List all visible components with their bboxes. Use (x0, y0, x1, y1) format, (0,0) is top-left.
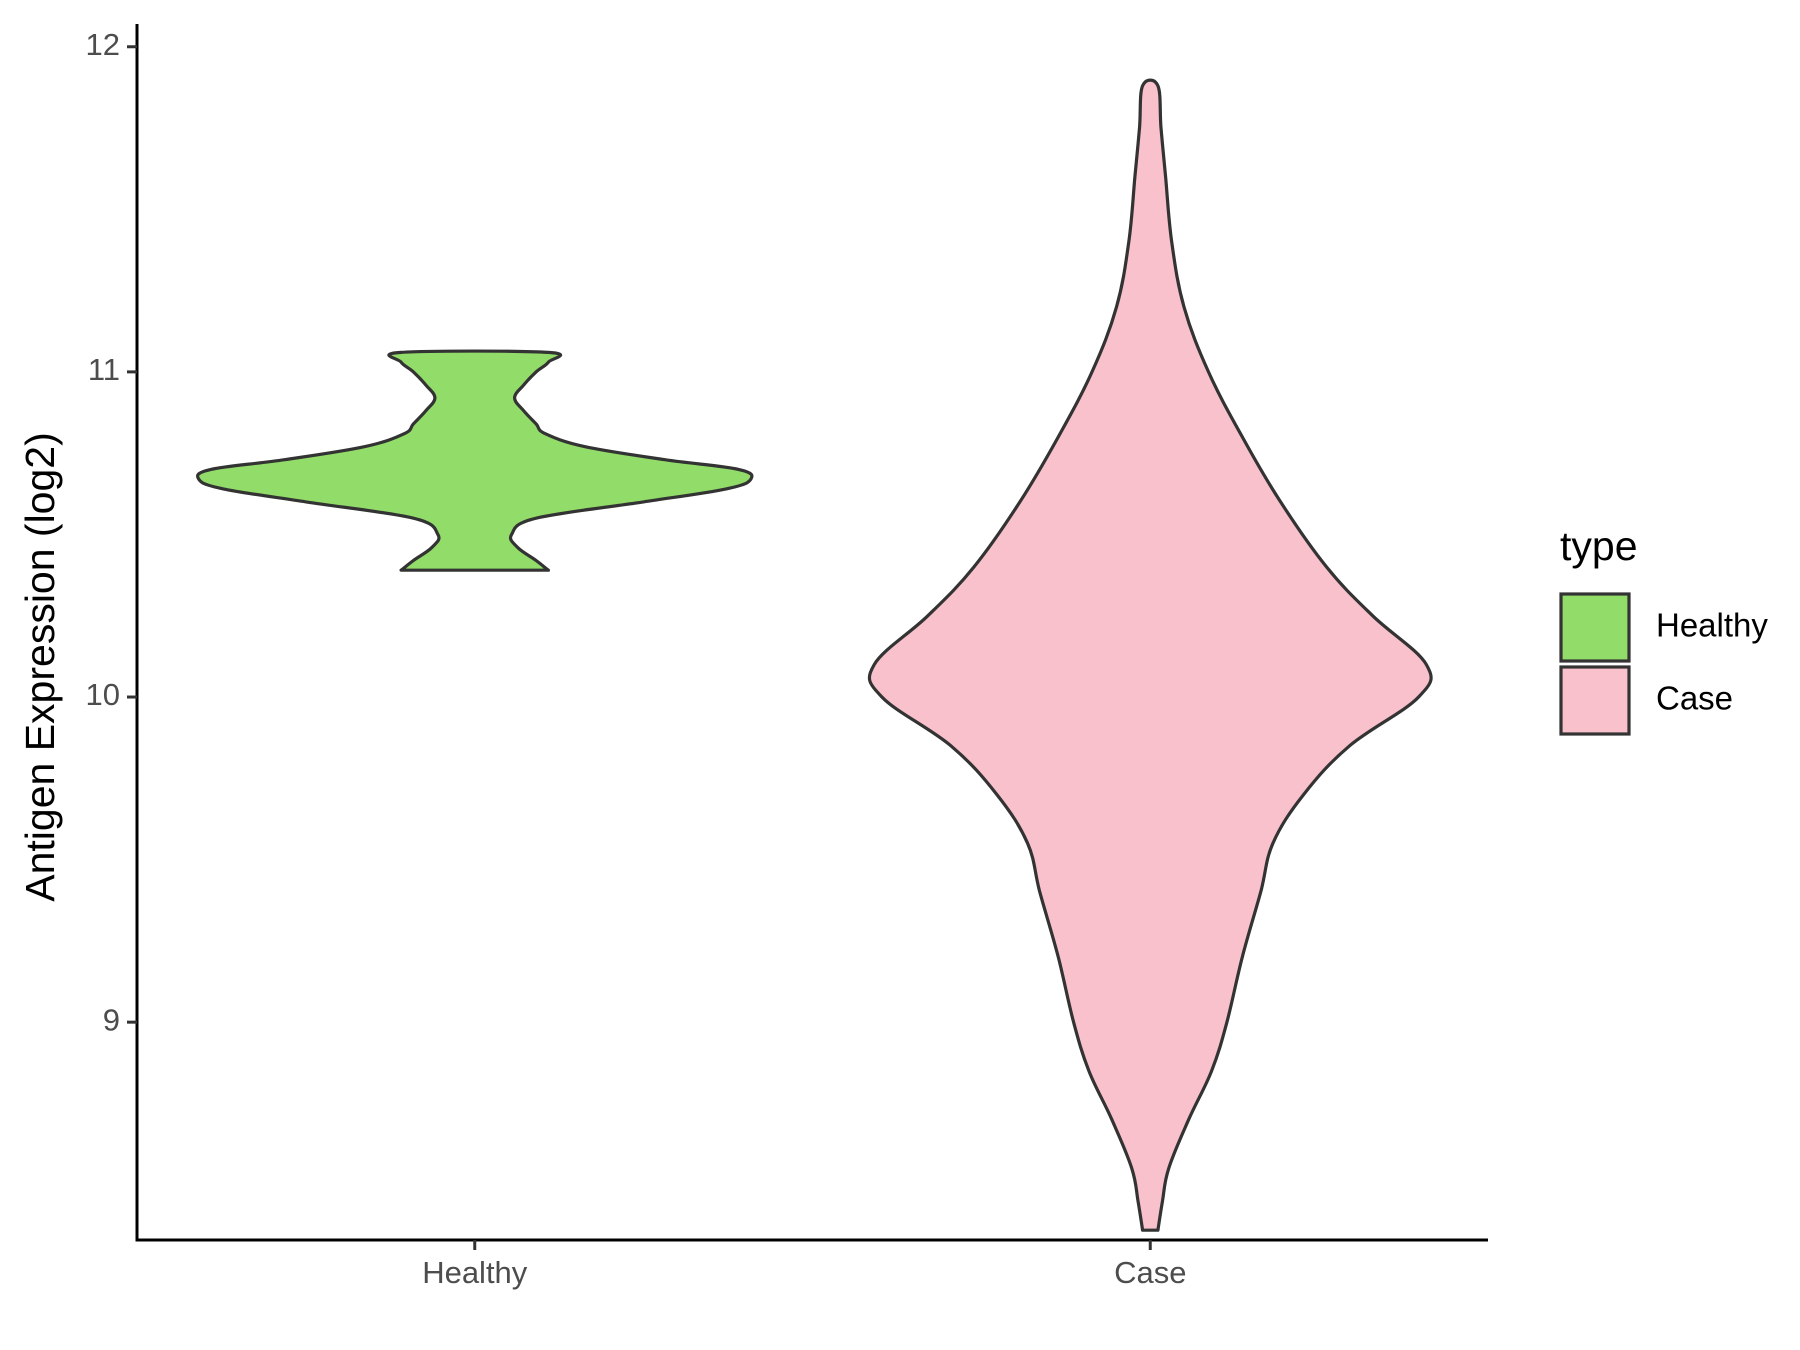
legend-label-healthy: Healthy (1656, 607, 1768, 644)
y-tick-label-10: 10 (86, 677, 120, 712)
axes: 9 10 11 12 Healthy Case Antigen Expression (lo… (17, 24, 1488, 1290)
legend-label-case: Case (1656, 680, 1733, 717)
violin-case (867, 78, 1433, 1232)
y-tick-label-9: 9 (103, 1002, 120, 1037)
legend-title: type (1560, 523, 1638, 569)
y-axis-title: Antigen Expression (log2) (17, 432, 63, 901)
x-tick-label-healthy: Healthy (422, 1255, 528, 1290)
legend: type Healthy Case (1559, 523, 1768, 736)
y-tick-label-12: 12 (86, 27, 120, 62)
legend-key-case (1559, 665, 1631, 736)
violin-layer (195, 78, 1433, 1232)
y-tick-label-11: 11 (88, 352, 120, 387)
legend-key-healthy (1559, 592, 1631, 663)
x-tick-label-case: Case (1114, 1255, 1186, 1290)
violin-healthy (195, 349, 754, 572)
